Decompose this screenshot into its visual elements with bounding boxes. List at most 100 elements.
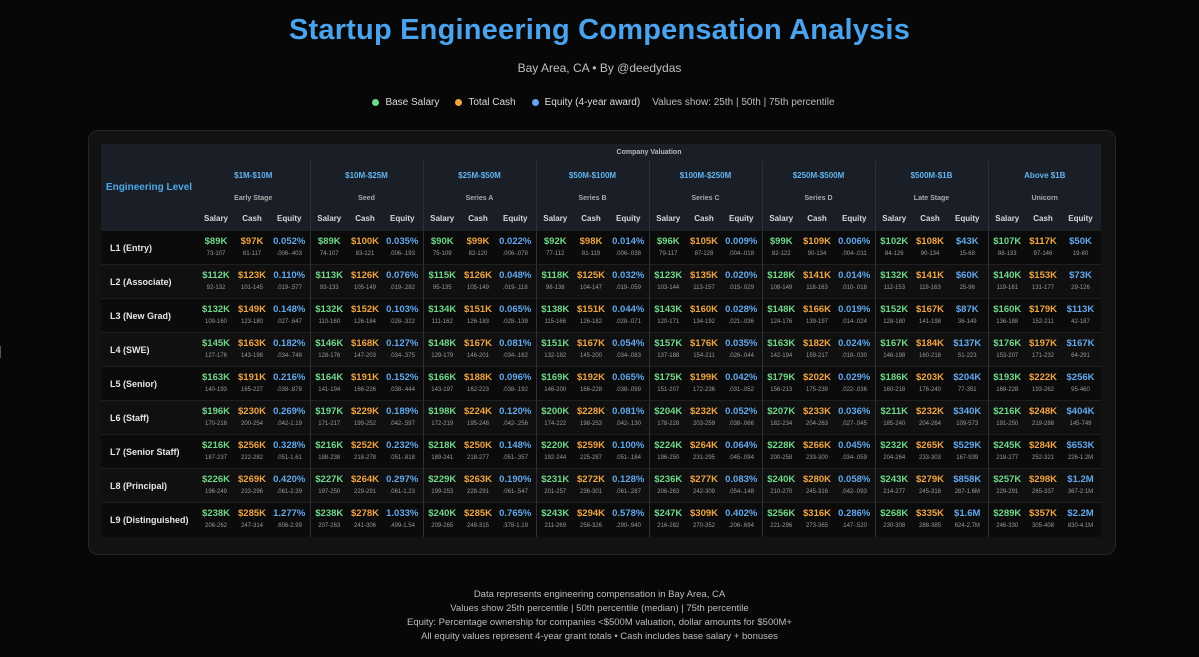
median-value: $277K [690, 474, 718, 485]
percentile-range: .042-.597 [389, 421, 415, 427]
data-cell-eq: $256K 95-460 [1060, 366, 1101, 401]
data-cell-sal: $99K 82-122 [761, 230, 800, 265]
median-value: $107K [993, 236, 1022, 247]
valuation-range-header: $10M-$25M [309, 161, 423, 189]
percentile-range: .290-.940 [615, 523, 641, 530]
data-cell-csh: $141K 119-163 [913, 264, 947, 299]
median-value: $222K [1029, 372, 1057, 383]
data-cell-eq: 0.065% .038-.099 [608, 366, 649, 401]
data-cell-csh: $259K 225-287 [574, 434, 608, 469]
percentile-range: 182-234 [770, 421, 793, 427]
median-value: 0.045% [838, 440, 871, 451]
data-cell-eq: $858K 287-1.6M [947, 468, 988, 503]
median-value: $163K [202, 372, 230, 383]
percentile-range: 109-160 [204, 319, 228, 325]
funding-stage-header: Unicorn [987, 189, 1101, 207]
median-value: 0.035% [725, 338, 758, 349]
median-value: 0.269% [273, 406, 306, 417]
median-value: $145K [202, 338, 230, 349]
median-value: $132K [880, 270, 909, 281]
percentile-range: 131-177 [1031, 285, 1055, 291]
data-cell-eq: 0.044% .028-.071 [608, 298, 649, 333]
metric-header-salary: Salary [648, 207, 687, 231]
level-label: L9 (Distinguished) [101, 502, 197, 537]
percentile-range: 141-194 [318, 387, 341, 393]
median-value: 0.216% [273, 372, 306, 383]
median-value: $138K [541, 304, 570, 315]
data-cell-sal: $92K 77-112 [535, 230, 574, 265]
data-cell-eq: $404K 145-749 [1060, 400, 1101, 435]
metric-header-cash: Cash [461, 207, 495, 231]
percentile-range: 119-163 [919, 285, 941, 291]
data-cell-eq: $73K 29-126 [1060, 264, 1101, 299]
data-cell-eq: 0.286% .147-.520 [834, 502, 875, 537]
data-cell-eq: 0.024% .018-.030 [834, 332, 875, 367]
median-value: 0.065% [499, 304, 532, 315]
percentile-range: 83-121 [355, 251, 375, 257]
percentile-range: 123-180 [240, 319, 264, 325]
median-value: $90K [430, 236, 454, 247]
median-value: $186K [880, 372, 909, 383]
median-value: $278K [351, 508, 379, 520]
median-value: $268K [880, 508, 909, 520]
data-cell-sal: $145K 127-176 [197, 332, 235, 367]
median-value: 0.578% [612, 508, 645, 520]
data-cell-eq: $50K 19-80 [1060, 230, 1101, 265]
data-cell-eq: $60K 25-96 [947, 264, 988, 299]
percentile-range: 134-192 [692, 319, 716, 325]
data-cell-csh: $126K 105-149 [461, 264, 495, 299]
data-cell-eq: $43K 15-68 [947, 230, 988, 265]
funding-stage-header: Late Stage [874, 189, 988, 207]
percentile-range: .028-.071 [615, 319, 641, 325]
percentile-range: 146-200 [544, 387, 567, 393]
metric-header-equity: Equity [947, 207, 988, 231]
median-value: $192K [577, 372, 605, 383]
percentile-range: 172-236 [692, 387, 716, 393]
median-value: $100K [351, 236, 379, 247]
percentile-range: 216-282 [657, 523, 680, 530]
median-value: $243K [541, 508, 570, 520]
median-value: $204K [654, 406, 683, 417]
median-value: $188K [464, 372, 492, 383]
data-cell-eq: 0.578% .290-.940 [608, 502, 649, 537]
percentile-range: 245-316 [805, 489, 829, 495]
median-value: $115K [428, 270, 456, 281]
percentile-range: .061-1.23 [389, 489, 415, 495]
median-value: $123K [654, 270, 683, 281]
data-cell-sal: $198K 172-219 [422, 400, 461, 435]
data-cell-csh: $125K 104-147 [574, 264, 608, 299]
percentile-range: .004-.011 [841, 251, 867, 257]
table-row: L6 (Staff) $196K 170-216 $230K 200-254 0.269%… [101, 400, 1101, 435]
data-cell-csh: $108K 90-134 [913, 230, 947, 265]
median-value: $264K [690, 440, 718, 451]
median-value: $207K [767, 406, 796, 417]
percentile-range: 229-291 [996, 489, 1019, 495]
data-cell-csh: $191K 165-227 [235, 366, 269, 401]
median-value: 0.029% [838, 372, 871, 383]
median-value: $125K [577, 270, 605, 281]
legend-label: Equity (4-year award) [544, 97, 641, 108]
median-value: $167K [577, 338, 605, 349]
percentile-range: 95-460 [1071, 387, 1090, 393]
data-cell-eq: $653K 226-1.2M [1060, 434, 1101, 469]
data-cell-eq: 0.032% .019-.059 [608, 264, 649, 299]
percentile-range: .061-.547 [502, 489, 528, 495]
table-container[interactable]: Engineering Level Company Valuation $1M-… [101, 144, 1101, 537]
data-cell-eq: 0.052% .006-.403 [269, 230, 310, 265]
percentile-range: 165-227 [240, 387, 264, 393]
data-cell-eq: 1.277% .606-2.99 [269, 502, 310, 537]
metric-header-salary: Salary [309, 207, 348, 231]
percentile-range: 15-68 [959, 251, 975, 257]
percentile-range: 187-237 [204, 455, 228, 461]
median-value: $164K [315, 372, 344, 383]
median-value: $184K [916, 338, 944, 349]
median-value: $87K [955, 304, 979, 315]
percentile-range: 75-109 [432, 251, 452, 257]
percentile-range: .018-.030 [841, 353, 867, 359]
data-cell-sal: $143K 120-171 [648, 298, 687, 333]
median-value: 0.052% [273, 236, 306, 247]
percentile-range: 90-134 [807, 251, 827, 257]
data-cell-eq: 0.127% .034-.375 [382, 332, 423, 367]
metric-header-equity: Equity [834, 207, 875, 231]
percentile-range: 230-308 [883, 523, 906, 530]
